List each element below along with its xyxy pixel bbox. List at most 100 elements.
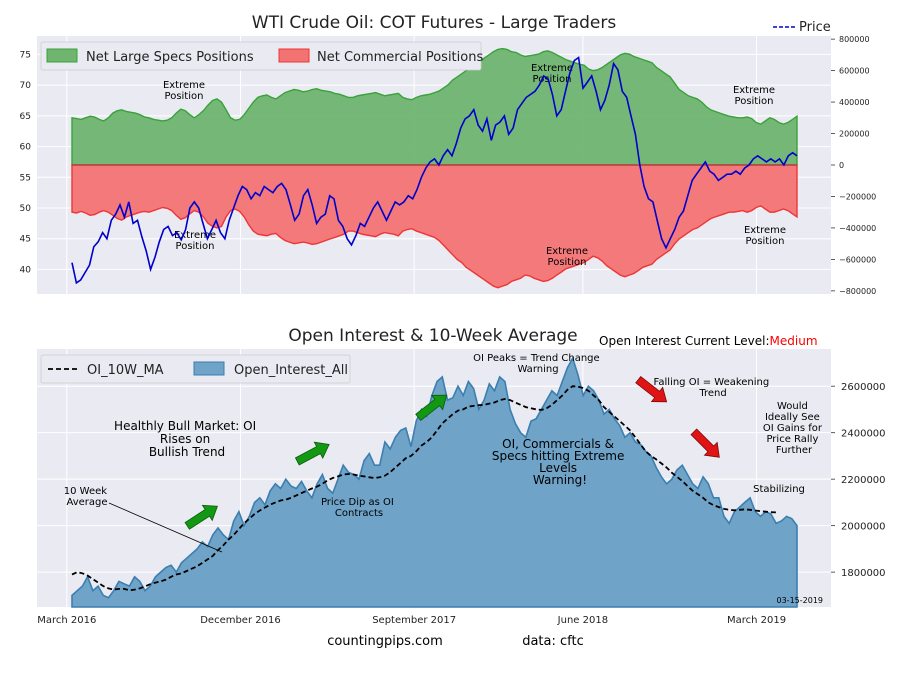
positions-tick-label: 0 [839,161,844,170]
date-tick-label: September 2017 [372,615,456,626]
annotation-line: Levels [539,461,577,475]
oi-extreme-annotation: OI, Commercials & Specs hitting Extreme … [492,437,628,487]
footer-site: countingpips.com [327,634,443,649]
price-tick-label: 50 [20,204,32,214]
annotation-line: OI Gains for [763,423,823,434]
extreme-annotation: Extreme Position [546,246,588,268]
specs-legend-label: Net Large Specs Positions [86,50,254,65]
annotation-line: 10 Week [64,486,108,497]
green-arrow-icon [415,394,448,422]
oi-status-text: Open Interest Current Level: [599,334,770,348]
price-tick-label: 55 [20,173,31,183]
annotation-line: Would [777,401,808,412]
date-stamp: 03-15-2019 [777,596,824,605]
annotation-line: OI, Commercials & [502,437,614,451]
annotation-line: Falling OI = Weakening [654,377,770,388]
oi-tick-label: 2600000 [841,382,886,393]
price-legend: Price [773,20,831,35]
ten-week-pointer-line [108,502,223,553]
annotation-line: Warning! [533,473,587,487]
commercial-legend-swatch [278,48,310,63]
annotation-line: Further [776,445,813,456]
oi-legend-swatch [193,361,225,376]
positions-axis-ticks: 800000 600000 400000 200000 0 −200000 −400000 −… [831,35,876,296]
price-dip-annotation: Price Dip as OI Contracts [321,497,397,519]
positions-tick-label: 800000 [839,35,870,44]
date-tick-label: June 2018 [557,615,608,626]
date-axis-ticks: March 2016 December 2016 September 2017 Jun… [37,615,786,626]
date-tick-label: March 2016 [37,615,96,626]
positions-tick-label: −200000 [839,192,876,201]
annotation-line: Extreme [174,230,216,241]
price-line [71,56,798,285]
falling-oi-annotation: Falling OI = Weakening Trend [654,377,773,399]
annotation-line: Price Rally [766,434,818,445]
price-axis-ticks: 40 45 50 55 60 65 70 75 [20,50,32,275]
specs-legend-swatch [46,48,78,63]
footer-source: data: cftc [522,634,584,649]
open-interest-chart: 1800000 2000000 2200000 2400000 2600000 Marc… [37,326,886,626]
annotation-line: Extreme [531,63,573,74]
annotation-line: Trend [698,388,726,399]
green-arrow-icon [184,504,218,530]
date-tick-label: December 2016 [200,615,280,626]
annotation-line: OI Peaks = Trend Change [473,353,600,364]
positions-tick-label: −600000 [839,255,876,264]
trend-arrows [184,375,720,530]
healthy-bull-annotation: Healthly Bull Market: OI Rises on Bullis… [114,419,260,459]
annotation-line: Position [548,257,587,268]
oi-status: Open Interest Current Level:Medium [599,334,818,348]
positions-legend: Net Large Specs Positions Net Commercial… [40,41,483,71]
positions-tick-label: −400000 [839,224,876,233]
would-ideally-annotation: Would Ideally See OI Gains for Price Ral… [763,401,825,456]
date-tick-label: March 2019 [727,615,786,626]
price-tick-label: 40 [20,265,32,275]
positions-tick-label: −800000 [839,287,876,296]
stabilizing-annotation: Stabilizing [753,484,805,495]
positions-tick-label: 200000 [839,130,870,139]
oi-10w-ma-line [71,385,777,592]
oi-tick-label: 2200000 [841,475,886,486]
annotation-line: Extreme [163,80,205,91]
open-interest-axis-ticks: 1800000 2000000 2200000 2400000 2600000 [831,382,886,579]
ma-legend-label: OI_10W_MA [87,363,164,378]
red-arrow-icon [635,375,668,403]
oi-tick-label: 2400000 [841,429,886,440]
annotation-line: Position [746,236,785,247]
annotation-line: Contracts [335,508,383,519]
annotation-line: Bullish Trend [149,445,225,459]
annotation-line: Position [176,241,215,252]
ten-week-annotation: 10 Week Average [64,486,111,508]
annotation-line: Specs hitting Extreme [492,449,625,463]
price-legend-label: Price [799,20,831,35]
green-arrow-icon [294,441,330,466]
extreme-annotation: Extreme Position [163,80,205,102]
annotation-line: Extreme [744,225,786,236]
extreme-annotation: Extreme Position [733,85,775,107]
oi-tick-label: 1800000 [841,568,886,579]
annotation-line: Warning [517,364,558,375]
extreme-annotation: Extreme Position [531,63,573,85]
open-interest-area [71,356,798,608]
oi-status-label: Open Interest Current Level:Medium [599,334,818,348]
annotation-line: Position [735,96,774,107]
annotation-line: Position [165,91,204,102]
top-chart-title: WTI Crude Oil: COT Futures - Large Trade… [252,13,617,33]
annotation-line: Extreme [733,85,775,96]
oi-legend-label: Open_Interest_All [234,363,348,378]
price-tick-label: 60 [20,143,32,153]
annotation-line: Ideally See [765,412,820,423]
positions-tick-label: 400000 [839,98,870,107]
annotation-line: Rises on [160,432,210,446]
annotation-line: Average [66,497,107,508]
extreme-annotations: Extreme Position Extreme Position Extreme P… [163,63,786,268]
oi-peaks-annotation: OI Peaks = Trend Change Warning [473,353,603,375]
price-tick-label: 65 [20,112,31,122]
extreme-annotation: Extreme Position [744,225,786,247]
positions-legend-box [40,41,482,71]
cot-positions-chart: 40 45 50 55 60 65 70 75 800000 600000 400000 20000… [20,13,877,296]
annotation-line: Position [533,74,572,85]
annotation-line: Healthly Bull Market: OI [114,419,256,433]
oi-status-value: Medium [770,334,818,348]
